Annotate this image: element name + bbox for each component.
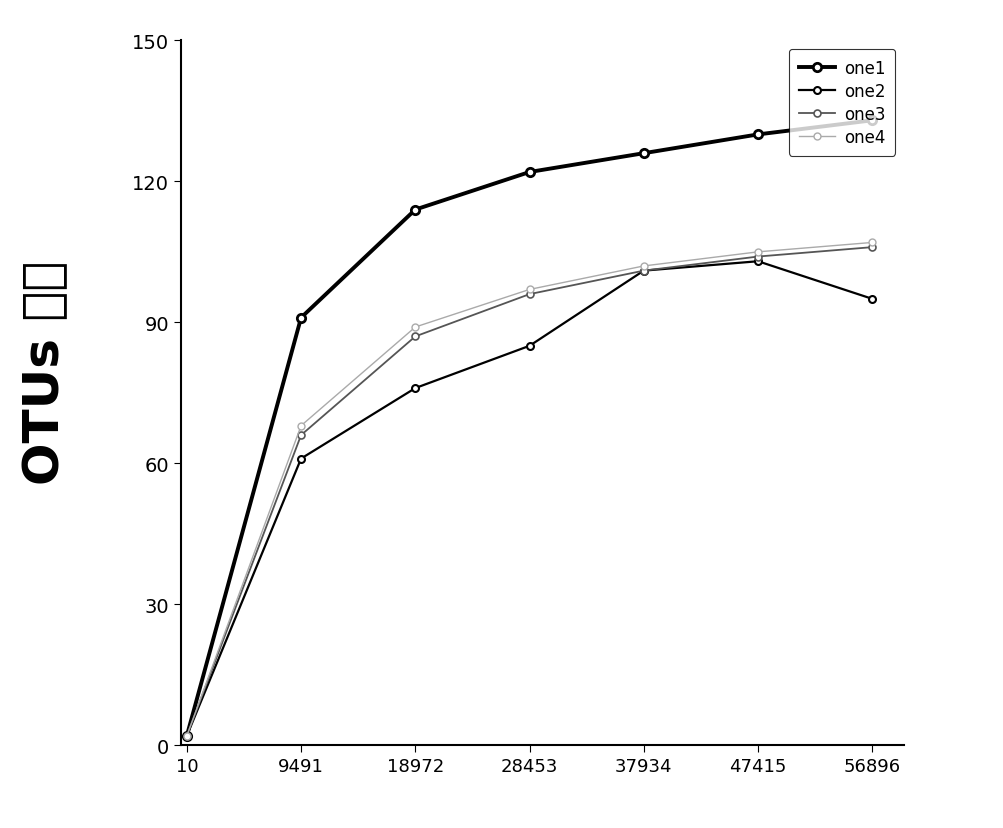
one1: [523, 168, 535, 178]
one3: [637, 267, 649, 277]
one1: [181, 731, 193, 741]
one4: [295, 421, 307, 431]
one3: [866, 243, 878, 253]
one4: [637, 262, 649, 272]
Line: one3: one3: [184, 244, 875, 739]
one2: [866, 295, 878, 305]
one3: [409, 332, 421, 342]
one3: [295, 431, 307, 440]
one2: [295, 454, 307, 464]
Line: one4: one4: [184, 239, 875, 739]
one1: [751, 130, 763, 140]
one4: [751, 248, 763, 258]
one1: [637, 149, 649, 159]
one4: [181, 731, 193, 741]
one1: [409, 205, 421, 215]
Text: OTUs 数目: OTUs 数目: [21, 261, 69, 484]
one4: [409, 323, 421, 333]
one4: [866, 238, 878, 248]
one2: [751, 257, 763, 267]
Line: one1: one1: [183, 117, 876, 740]
Line: one2: one2: [184, 258, 875, 739]
one2: [181, 731, 193, 741]
Legend: one1, one2, one3, one4: one1, one2, one3, one4: [788, 50, 895, 156]
one4: [523, 285, 535, 295]
one3: [751, 253, 763, 262]
one2: [409, 383, 421, 393]
one3: [523, 290, 535, 300]
one1: [295, 313, 307, 323]
one2: [637, 267, 649, 277]
one3: [181, 731, 193, 741]
one2: [523, 341, 535, 351]
one1: [866, 116, 878, 126]
